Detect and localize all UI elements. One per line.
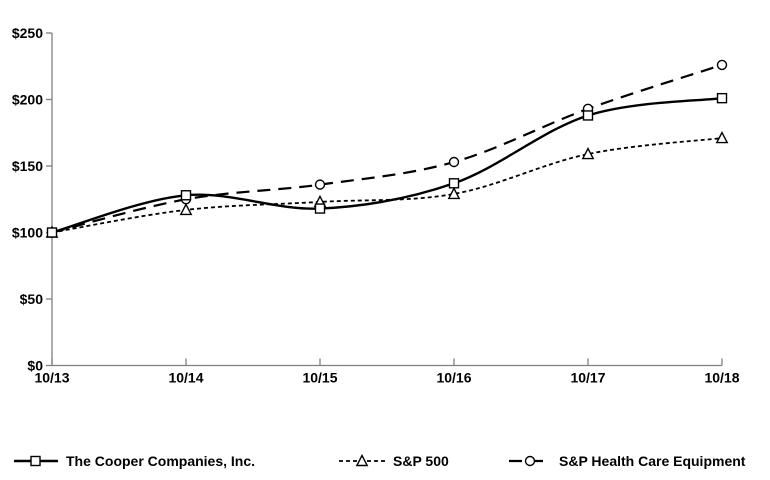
triangle-marker-icon: [581, 147, 595, 160]
circle-marker-icon: [314, 179, 326, 190]
square-marker-icon: [46, 227, 58, 238]
legend-item-cooper: The Cooper Companies, Inc.: [13, 446, 255, 476]
y-tick-label: $50: [20, 291, 44, 307]
plot-area: $0 $50 $100 $150 $200 $250 10/13 10/14 10/15 10/1…: [12, 25, 740, 386]
long-dash-line-circle-marker-icon: [509, 455, 551, 467]
triangle-marker-icon: [179, 202, 193, 216]
triangle-marker-icon: [715, 131, 729, 144]
square-marker-icon: [582, 110, 594, 121]
legend-item-sp500: S&P 500: [338, 446, 449, 476]
square-marker-icon: [716, 92, 728, 104]
x-tick-label: 10/14: [168, 370, 203, 386]
circle-marker-icon: [448, 156, 460, 168]
square-marker-icon: [314, 203, 326, 214]
y-tick-label: $250: [12, 25, 43, 41]
square-marker-icon: [180, 190, 192, 201]
legend-label-sp-healthcare: S&P Health Care Equipment: [559, 453, 746, 469]
series-line: [51, 96, 723, 234]
series-line: [51, 137, 723, 234]
circle-marker-icon: [716, 59, 728, 71]
square-marker-icon: [448, 178, 460, 189]
y-tick-label: $150: [12, 158, 43, 174]
solid-line-square-marker-icon: [14, 455, 58, 467]
legend-item-sp-healthcare: S&P Health Care Equipment: [508, 446, 745, 476]
x-tick-label: 10/18: [704, 370, 739, 386]
x-tick-label: 10/15: [302, 370, 337, 386]
short-dash-line-triangle-marker-icon: [339, 453, 385, 467]
series-line: [51, 63, 723, 234]
y-tick-label: $200: [12, 92, 43, 108]
chart-legend: The Cooper Companies, Inc. S&P 500 S&P H…: [0, 446, 770, 476]
triangle-marker-icon: [447, 186, 461, 200]
legend-label-sp500: S&P 500: [393, 453, 449, 469]
legend-label-cooper: The Cooper Companies, Inc.: [66, 453, 256, 469]
y-tick-label: $0: [27, 358, 43, 374]
x-tick-label: 10/13: [34, 370, 69, 386]
x-tick-label: 10/17: [570, 370, 605, 386]
x-tick-label: 10/16: [436, 370, 471, 386]
y-tick-label: $100: [12, 225, 43, 241]
